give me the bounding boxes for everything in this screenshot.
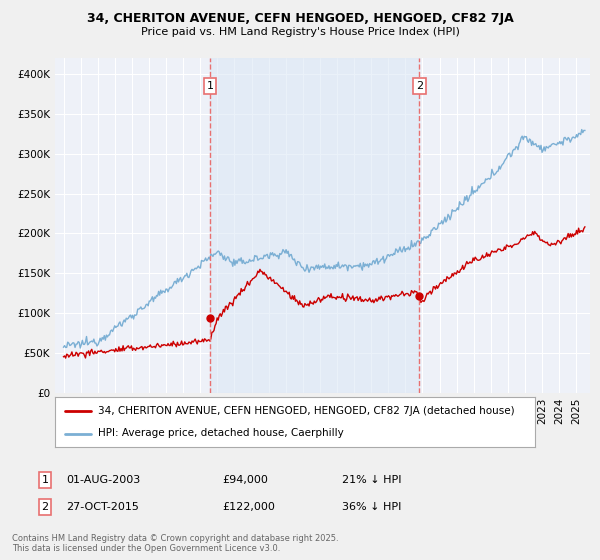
Text: £122,000: £122,000 xyxy=(222,502,275,512)
Bar xyxy=(210,58,419,393)
Text: £94,000: £94,000 xyxy=(222,475,268,485)
Text: Contains HM Land Registry data © Crown copyright and database right 2025.
This d: Contains HM Land Registry data © Crown c… xyxy=(12,534,338,553)
Text: 34, CHERITON AVENUE, CEFN HENGOED, HENGOED, CF82 7JA (detached house): 34, CHERITON AVENUE, CEFN HENGOED, HENGO… xyxy=(98,405,515,416)
Text: 36% ↓ HPI: 36% ↓ HPI xyxy=(342,502,401,512)
Text: 1: 1 xyxy=(41,475,49,485)
Text: 1: 1 xyxy=(207,81,214,91)
Text: 21% ↓ HPI: 21% ↓ HPI xyxy=(342,475,401,485)
Text: HPI: Average price, detached house, Caerphilly: HPI: Average price, detached house, Caer… xyxy=(98,428,344,438)
Text: 01-AUG-2003: 01-AUG-2003 xyxy=(66,475,140,485)
Text: 2: 2 xyxy=(416,81,423,91)
Text: 27-OCT-2015: 27-OCT-2015 xyxy=(66,502,139,512)
Text: 2: 2 xyxy=(41,502,49,512)
Text: 34, CHERITON AVENUE, CEFN HENGOED, HENGOED, CF82 7JA: 34, CHERITON AVENUE, CEFN HENGOED, HENGO… xyxy=(86,12,514,25)
Text: Price paid vs. HM Land Registry's House Price Index (HPI): Price paid vs. HM Land Registry's House … xyxy=(140,27,460,37)
